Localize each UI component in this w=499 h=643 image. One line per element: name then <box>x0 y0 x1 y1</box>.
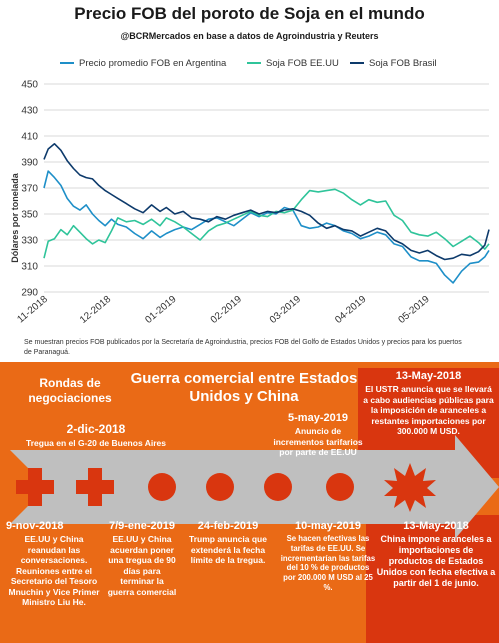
circle-marker-2 <box>206 473 234 501</box>
event-top-3: 13-May-2018 El USTR anuncia que se lleva… <box>362 370 495 437</box>
circle-marker-4 <box>326 473 354 501</box>
legend-item-brasil: Soja FOB Brasil <box>350 56 437 70</box>
event-top-1-text: Tregua en el G-20 de Buenos Aires <box>26 438 166 448</box>
event-bottom-2-text: EE.UU y China acuerdan poner una tregua … <box>107 534 177 597</box>
event-bottom-3: 24-feb-2019 Trump anuncia que extenderá … <box>180 520 276 566</box>
legend-label-eeuu: Soja FOB EE.UU <box>266 57 339 69</box>
legend-item-argentina: Precio promedio FOB en Argentina <box>60 56 226 70</box>
x-axis-ticks: 11-2018 12-2018 01-2019 02-2019 03-2019 04-20… <box>15 294 432 326</box>
y-tick-label-3: 350 <box>21 210 38 221</box>
series-lines <box>43 143 490 284</box>
x-tick-label-5: 04-2019 <box>333 294 369 326</box>
timeline-arrow <box>10 435 499 539</box>
event-top-2: 5-may-2019 Anuncio de incrementos tarifa… <box>272 412 364 458</box>
x-tick-label-2: 01-2019 <box>143 294 179 326</box>
y-tick-label-7: 430 <box>21 106 38 117</box>
event-top-3-date: 13-May-2018 <box>395 370 462 382</box>
event-bottom-5: 13-May-2018 China impone aranceles a imp… <box>376 520 496 589</box>
event-top-1: 2-dic-2018 Tregua en el G-20 de Buenos A… <box>26 422 166 449</box>
y-tick-label-0: 290 <box>21 288 38 299</box>
legend-swatch-argentina <box>60 62 74 64</box>
burst-marker <box>384 463 436 512</box>
event-bottom-5-text: China impone aranceles a importaciones d… <box>376 534 496 588</box>
x-tick-label-4: 03-2019 <box>268 294 304 326</box>
y-axis-label: Dólares por tonelada <box>10 172 20 263</box>
chart-title: Precio FOB del poroto de Soja en el mund… <box>74 4 425 23</box>
event-top-2-date: 5-may-2019 <box>288 412 348 424</box>
x-tick-label-1: 12-2018 <box>78 294 114 326</box>
event-bottom-3-date: 24-feb-2019 <box>197 520 259 532</box>
y-axis-ticks: 290 310 330 350 370 390 410 430 450 <box>21 80 38 299</box>
circle-marker-3 <box>264 473 292 501</box>
event-bottom-1: 9-nov-2018 EE.UU y China reanudan las co… <box>6 520 102 608</box>
event-bottom-5-date: 13-May-2018 <box>403 520 469 532</box>
event-bottom-1-date: 9-nov-2018 <box>6 520 64 532</box>
x-tick-label-3: 02-2019 <box>209 294 245 326</box>
event-bottom-1-text: EE.UU y China reanudan las conversacione… <box>8 534 100 607</box>
cross-marker-1 <box>16 468 54 506</box>
y-tick-label-4: 370 <box>21 184 38 195</box>
guerra-label: Guerra comercial entre Estados Unidos y … <box>130 370 358 405</box>
rondas-label: Rondas de negociaciones <box>28 376 112 405</box>
circle-marker-1 <box>148 473 176 501</box>
event-top-1-date: 2-dic-2018 <box>66 422 126 436</box>
y-tick-label-6: 410 <box>21 132 38 143</box>
event-highlight-box-bottom <box>366 515 499 643</box>
chart-subtitle: @BCRMercados en base a datos de Agroindu… <box>120 31 379 41</box>
cross-marker-2 <box>76 468 114 506</box>
trade-war-timeline: Rondas de negociaciones Guerra comercial… <box>0 362 499 643</box>
legend-label-brasil: Soja FOB Brasil <box>369 57 437 69</box>
event-bottom-3-text: Trump anuncia que extenderá la fecha lím… <box>189 534 267 565</box>
series-line-brasil <box>43 143 490 261</box>
event-bottom-4-date: 10-may-2019 <box>294 520 362 532</box>
series-line-eeuu <box>43 188 490 259</box>
chart-footnote: Se muestran precios FOB publicados por l… <box>24 339 462 356</box>
event-bottom-4: 10-may-2019 Se hacen efectivas las tarif… <box>280 520 376 593</box>
y-tick-label-1: 310 <box>21 262 38 273</box>
legend-swatch-brasil <box>350 62 364 64</box>
event-bottom-2: 7/9-ene-2019 EE.UU y China acuerdan pone… <box>106 520 178 597</box>
event-top-2-text: Anuncio de incrementos tarifarios por pa… <box>273 426 363 457</box>
y-tick-label-5: 390 <box>21 158 38 169</box>
event-top-3-text: El USTR anuncia que se llevará a cabo au… <box>363 384 494 436</box>
legend-item-eeuu: Soja FOB EE.UU <box>247 56 339 70</box>
legend-swatch-eeuu <box>247 62 261 64</box>
x-tick-label-6: 05-2019 <box>396 294 432 326</box>
event-bottom-2-date: 7/9-ene-2019 <box>108 520 176 532</box>
timeline-graphics <box>10 368 499 643</box>
grid-lines <box>44 83 489 293</box>
series-line-argentina <box>43 170 490 284</box>
y-tick-label-8: 450 <box>21 80 38 91</box>
y-tick-label-2: 330 <box>21 236 38 247</box>
event-bottom-4-text: Se hacen efectivas las tarifas de EE.UU.… <box>280 534 376 592</box>
legend-label-argentina: Precio promedio FOB en Argentina <box>79 57 227 69</box>
